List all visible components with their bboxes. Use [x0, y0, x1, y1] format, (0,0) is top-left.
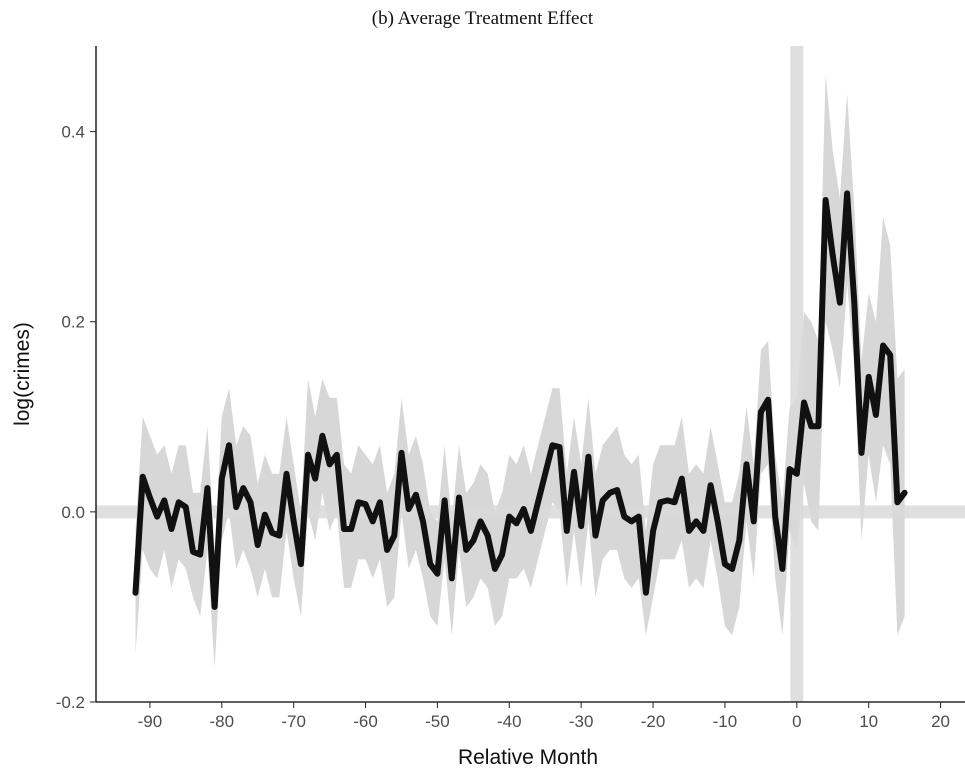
x-tick-label: 20: [931, 712, 950, 731]
y-tick-label: -0.2: [56, 693, 85, 712]
y-axis-title: log(crimes): [11, 322, 34, 426]
x-tick-label: -50: [425, 712, 450, 731]
x-tick-label: -10: [713, 712, 738, 731]
series-line: [132, 190, 908, 610]
x-tick-label: -40: [497, 712, 522, 731]
axes-layer: -90 -80 -70 -60 -50 -40 -30 -20 -10 0 10 20 -0.2 0.0 0…: [56, 46, 965, 731]
x-tick-label: -20: [641, 712, 666, 731]
y-tick-label: 0.0: [61, 503, 85, 522]
x-tick-label: -70: [281, 712, 306, 731]
x-tick-label: 0: [792, 712, 801, 731]
chart-title: (b) Average Treatment Effect: [371, 8, 594, 29]
x-tick-label: -90: [138, 712, 163, 731]
series-line-layer: [132, 190, 908, 610]
y-tick-label: 0.2: [61, 313, 85, 332]
x-tick-label: -80: [209, 712, 234, 731]
reference-lines-layer: [96, 46, 965, 702]
confidence-band: [135, 74, 905, 669]
x-axis-title: Relative Month: [458, 746, 598, 769]
x-tick-label: -60: [353, 712, 378, 731]
confidence-band-layer: [135, 74, 905, 669]
x-tick-label: -30: [569, 712, 594, 731]
y-tick-label: 0.4: [61, 123, 85, 142]
x-tick-label: 10: [859, 712, 878, 731]
